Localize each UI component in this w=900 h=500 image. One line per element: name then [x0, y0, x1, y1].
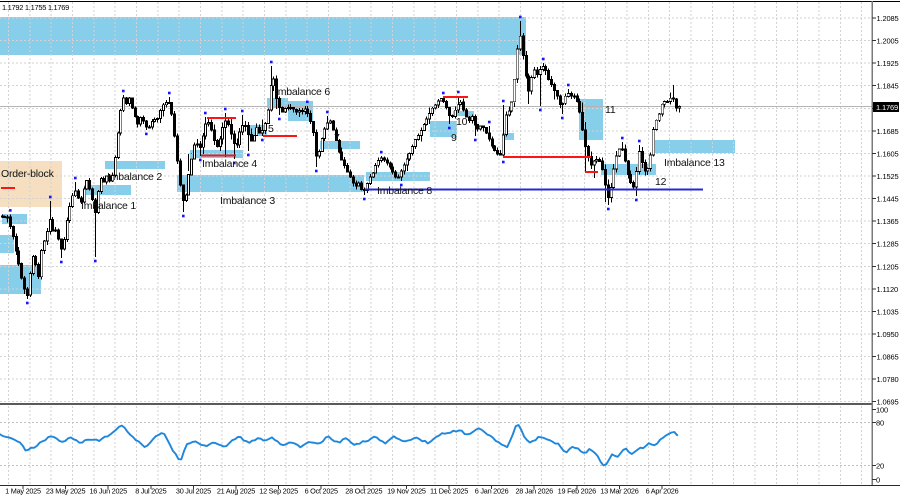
svg-text:Imbalance 4: Imbalance 4: [202, 158, 257, 170]
svg-text:10: 10: [456, 116, 468, 128]
svg-text:6 Jan 2026: 6 Jan 2026: [475, 487, 509, 496]
svg-text:9: 9: [451, 132, 457, 144]
svg-text:6 Apr 2026: 6 Apr 2026: [646, 487, 679, 496]
svg-text:1.0865: 1.0865: [877, 353, 899, 362]
svg-text:1.0950: 1.0950: [877, 330, 899, 339]
svg-text:Imbalance 1: Imbalance 1: [81, 200, 136, 212]
svg-text:13 Mar 2026: 13 Mar 2026: [600, 487, 638, 496]
svg-text:1.1035: 1.1035: [877, 307, 899, 316]
svg-text:16 Jun 2025: 16 Jun 2025: [89, 487, 127, 496]
svg-text:11 Dec 2025: 11 Dec 2025: [430, 487, 468, 496]
svg-text:12 Sep 2025: 12 Sep 2025: [259, 487, 298, 496]
svg-text:Order-block: Order-block: [1, 168, 55, 180]
svg-text:19 Feb 2026: 19 Feb 2026: [558, 487, 596, 496]
svg-text:1.2005: 1.2005: [877, 37, 899, 46]
svg-text:1.1285: 1.1285: [877, 240, 899, 249]
svg-text:21 Aug 2025: 21 Aug 2025: [217, 487, 255, 496]
svg-text:1.1792 1.1755 1.1769: 1.1792 1.1755 1.1769: [2, 3, 69, 12]
svg-text:80: 80: [876, 419, 884, 428]
svg-text:12: 12: [655, 176, 667, 188]
svg-text:Imbalance 8: Imbalance 8: [377, 185, 432, 197]
svg-text:8 Jul 2025: 8 Jul 2025: [135, 487, 166, 496]
svg-text:1.1525: 1.1525: [877, 172, 899, 181]
svg-text:1.1925: 1.1925: [877, 59, 899, 68]
svg-text:1.1845: 1.1845: [877, 82, 899, 91]
svg-text:0: 0: [876, 476, 880, 485]
svg-text:28 Jan 2026: 28 Jan 2026: [515, 487, 553, 496]
svg-text:1.1205: 1.1205: [877, 262, 899, 271]
svg-text:28 Oct 2025: 28 Oct 2025: [345, 487, 382, 496]
svg-text:1.1769: 1.1769: [876, 103, 898, 112]
svg-text:1.1685: 1.1685: [877, 127, 899, 136]
svg-text:6 Oct 2025: 6 Oct 2025: [305, 487, 338, 496]
svg-text:23 May 2025: 23 May 2025: [46, 487, 86, 496]
svg-text:1.1445: 1.1445: [877, 195, 899, 204]
svg-text:100: 100: [876, 406, 888, 415]
svg-text:Imbalance 6: Imbalance 6: [275, 86, 330, 98]
svg-text:Imbalance 3: Imbalance 3: [220, 195, 275, 207]
svg-text:1 May 2025: 1 May 2025: [5, 487, 41, 496]
svg-text:1.0695: 1.0695: [877, 398, 899, 407]
svg-text:20: 20: [876, 462, 884, 471]
svg-text:1.2085: 1.2085: [877, 14, 899, 23]
svg-text:19 Nov 2025: 19 Nov 2025: [387, 487, 426, 496]
svg-text:1.1605: 1.1605: [877, 149, 899, 158]
svg-text:1.0780: 1.0780: [877, 375, 899, 384]
svg-text:7: 7: [334, 132, 340, 144]
svg-text:30 Jul 2025: 30 Jul 2025: [176, 487, 211, 496]
svg-text:1.1365: 1.1365: [877, 217, 899, 226]
svg-text:11: 11: [605, 104, 616, 116]
svg-text:Imbalance 13: Imbalance 13: [664, 157, 725, 169]
svg-text:1.1120: 1.1120: [877, 285, 898, 294]
svg-text:Imbalance 2: Imbalance 2: [107, 171, 162, 183]
svg-text:5: 5: [268, 123, 274, 135]
